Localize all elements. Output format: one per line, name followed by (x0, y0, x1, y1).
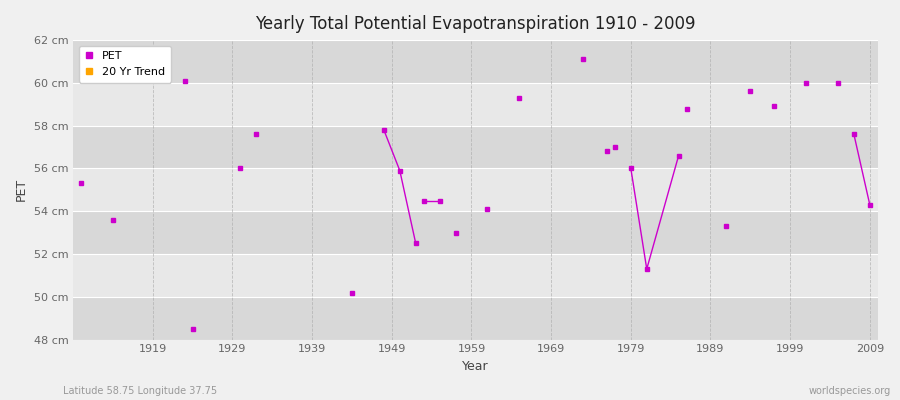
Bar (73, 254, 878, 297)
Bar (73, 126, 878, 168)
Title: Yearly Total Potential Evapotranspiration 1910 - 2009: Yearly Total Potential Evapotranspiratio… (256, 15, 696, 33)
Bar (73, 168, 878, 211)
Bar (73, 211, 878, 254)
Bar (73, 83, 878, 126)
Y-axis label: PET: PET (15, 178, 28, 202)
Legend: PET, 20 Yr Trend: PET, 20 Yr Trend (78, 46, 171, 82)
Text: Latitude 58.75 Longitude 37.75: Latitude 58.75 Longitude 37.75 (63, 386, 217, 396)
Bar (73, 40, 878, 83)
Text: worldspecies.org: worldspecies.org (809, 386, 891, 396)
Bar (73, 297, 878, 340)
X-axis label: Year: Year (463, 360, 489, 373)
